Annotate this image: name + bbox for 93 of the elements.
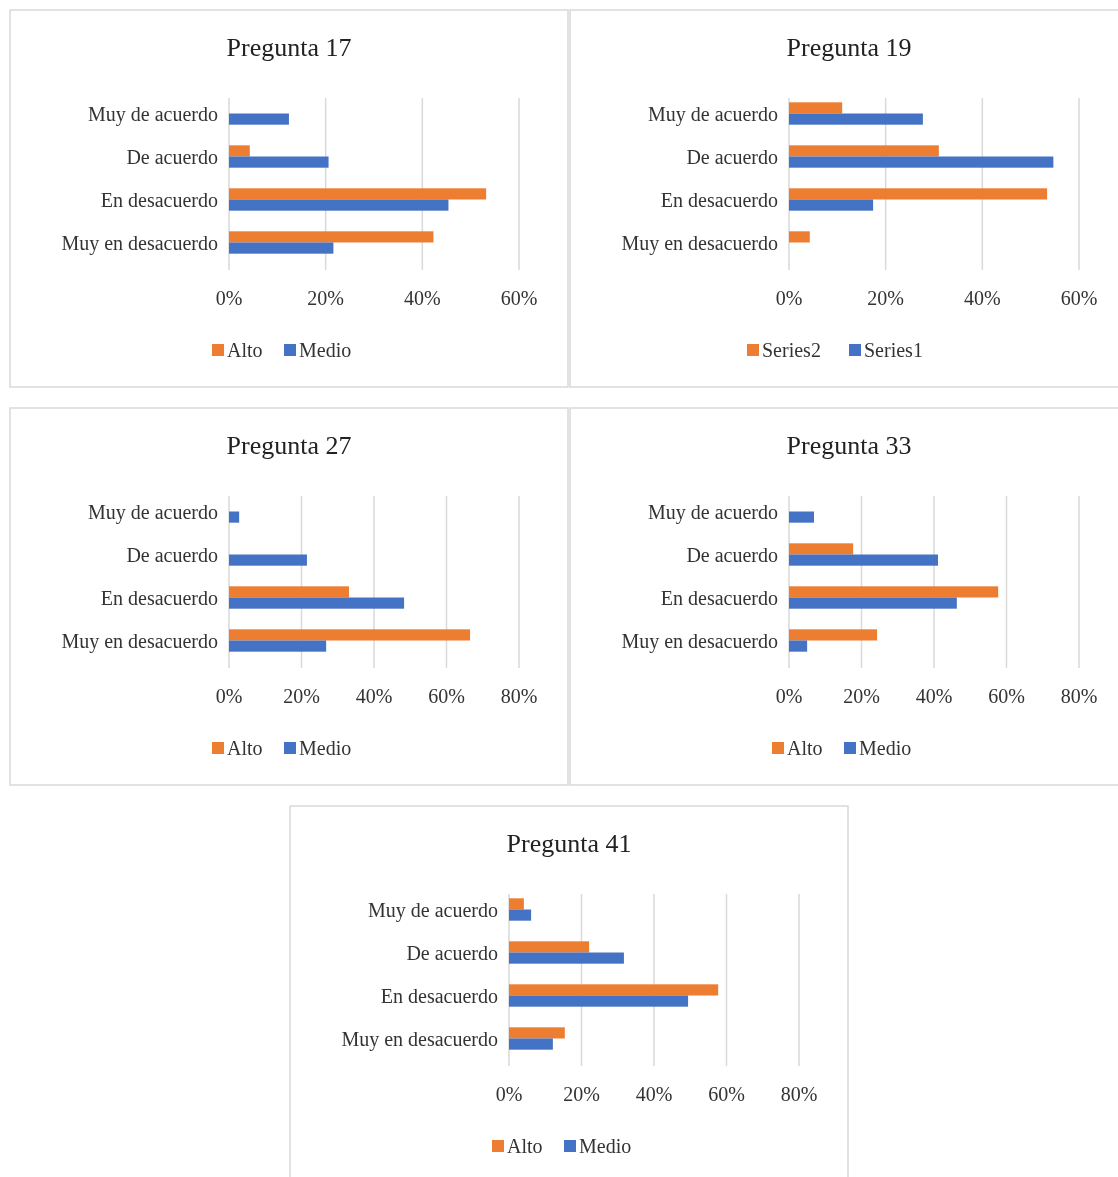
bar xyxy=(789,543,854,555)
legend-label: Medio xyxy=(859,737,912,759)
bar xyxy=(789,586,999,598)
chart-title: Pregunta 19 xyxy=(786,33,912,62)
x-tick-label: 20% xyxy=(867,287,904,309)
legend-label: Medio xyxy=(299,339,352,361)
bar xyxy=(789,554,938,566)
bar xyxy=(509,984,719,996)
y-tick-label: Muy de acuerdo xyxy=(648,102,778,126)
bar xyxy=(509,909,532,921)
bar xyxy=(229,640,327,652)
y-tick-label: Muy de acuerdo xyxy=(88,102,218,126)
x-tick-label: 40% xyxy=(404,287,441,309)
x-tick-label: 60% xyxy=(1060,287,1098,309)
bar xyxy=(789,597,957,609)
y-tick-label: De acuerdo xyxy=(126,145,218,168)
x-tick-label: 40% xyxy=(964,287,1001,309)
y-tick-label: Muy de acuerdo xyxy=(648,500,778,524)
x-tick-label: 20% xyxy=(563,1083,600,1105)
bar xyxy=(229,242,334,254)
x-tick-label: 40% xyxy=(635,1083,673,1105)
y-tick-label: En desacuerdo xyxy=(100,586,218,609)
x-tick-label: 80% xyxy=(780,1083,818,1105)
y-tick-label: De acuerdo xyxy=(686,543,778,566)
y-tick-label: Muy en desacuerdo xyxy=(341,1027,498,1051)
x-tick-label: 40% xyxy=(915,685,953,707)
x-tick-label: 0% xyxy=(215,685,243,707)
bar xyxy=(789,188,1048,200)
bar xyxy=(789,156,1054,168)
bar xyxy=(789,113,923,125)
legend-label: Alto xyxy=(507,1135,543,1157)
x-tick-label: 0% xyxy=(215,287,243,309)
bar xyxy=(229,231,434,243)
x-tick-label: 80% xyxy=(1060,685,1098,707)
y-tick-label: Muy en desacuerdo xyxy=(621,629,778,653)
bar xyxy=(789,102,843,114)
bar xyxy=(509,1038,553,1050)
bar xyxy=(229,586,349,598)
bar xyxy=(789,511,815,523)
bar xyxy=(229,188,487,200)
legend-label: Series1 xyxy=(864,339,923,361)
x-tick-label: 60% xyxy=(500,287,538,309)
y-tick-label: En desacuerdo xyxy=(100,188,218,211)
bar xyxy=(789,629,878,641)
chart-title: Pregunta 27 xyxy=(226,431,352,460)
bar xyxy=(229,156,329,168)
y-tick-label: En desacuerdo xyxy=(660,586,778,609)
bar xyxy=(789,231,810,243)
x-tick-label: 40% xyxy=(355,685,393,707)
bar xyxy=(789,145,939,157)
y-tick-label: En desacuerdo xyxy=(660,188,778,211)
x-tick-label: 20% xyxy=(283,685,320,707)
bar xyxy=(229,597,405,609)
bar xyxy=(509,995,689,1007)
bar xyxy=(229,145,250,157)
chart-title: Pregunta 41 xyxy=(506,829,632,858)
x-tick-label: 0% xyxy=(775,287,803,309)
chart-title: Pregunta 33 xyxy=(786,431,912,460)
legend-label: Series2 xyxy=(762,339,821,361)
x-tick-label: 20% xyxy=(843,685,880,707)
y-tick-label: De acuerdo xyxy=(686,145,778,168)
x-tick-label: 80% xyxy=(500,685,538,707)
legend-label: Alto xyxy=(787,737,823,759)
bar xyxy=(229,554,307,566)
x-tick-label: 0% xyxy=(775,685,803,707)
bar xyxy=(509,1027,565,1039)
chart-title: Pregunta 17 xyxy=(226,33,352,62)
bar xyxy=(509,898,524,910)
y-tick-label: Muy de acuerdo xyxy=(368,898,498,922)
bar xyxy=(509,952,624,964)
y-tick-label: Muy en desacuerdo xyxy=(621,231,778,255)
y-tick-label: Muy en desacuerdo xyxy=(61,231,218,255)
bar xyxy=(789,640,808,652)
bar xyxy=(229,113,289,125)
bar xyxy=(229,199,449,211)
y-tick-label: De acuerdo xyxy=(406,941,498,964)
x-tick-label: 20% xyxy=(307,287,344,309)
x-tick-label: 0% xyxy=(495,1083,523,1105)
bar xyxy=(229,511,240,523)
legend-label: Medio xyxy=(579,1135,632,1157)
y-tick-label: De acuerdo xyxy=(126,543,218,566)
y-tick-label: En desacuerdo xyxy=(380,984,498,1007)
legend-label: Medio xyxy=(299,737,352,759)
legend-label: Alto xyxy=(227,737,263,759)
bar xyxy=(229,629,471,641)
y-tick-label: Muy de acuerdo xyxy=(88,500,218,524)
x-tick-label: 60% xyxy=(708,1083,745,1105)
x-tick-label: 60% xyxy=(988,685,1025,707)
bar xyxy=(789,199,874,211)
bar xyxy=(509,941,590,953)
legend-label: Alto xyxy=(227,339,263,361)
y-tick-label: Muy en desacuerdo xyxy=(61,629,218,653)
x-tick-label: 60% xyxy=(428,685,465,707)
